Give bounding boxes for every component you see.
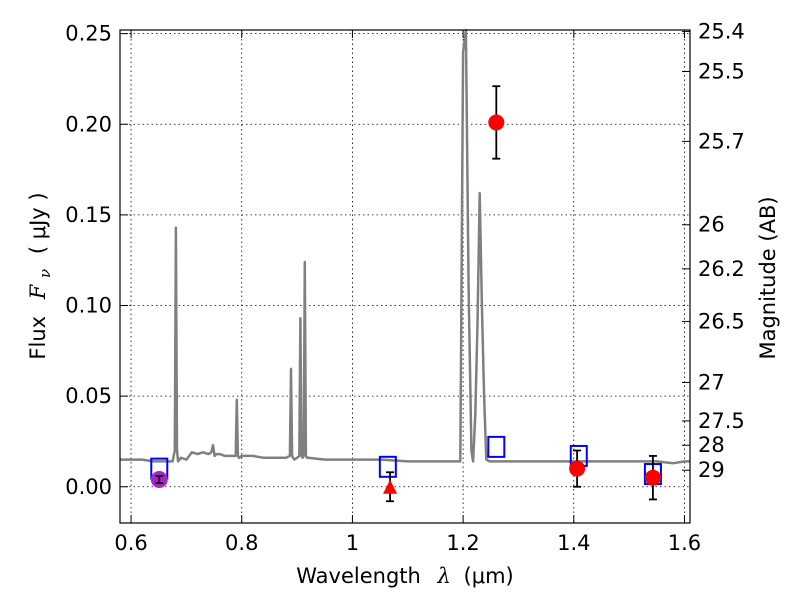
y2-tick-label: 26.5 (698, 309, 745, 333)
detection-point (488, 114, 505, 131)
x-axis-label-unit: (μm) (464, 564, 514, 588)
y2-tick-label: 25.7 (698, 129, 745, 153)
x-axis-label-symbol: λ (437, 564, 451, 588)
y2-axis-label: Magnitude (AB) (756, 196, 780, 359)
y-tick-label: 0.25 (65, 22, 112, 46)
y-axis-label-unit: ( μJy ) (26, 192, 50, 254)
y2-tick-label: 29 (698, 458, 725, 482)
plot-frame (119, 29, 691, 524)
x-axis-label: Wavelength λ (μm) (296, 564, 513, 588)
axis-ticks: 0.6 0.8 1 1.2 1.4 1.6 0.00 0.05 0.10 0.15 0.20 0.25… (65, 19, 745, 555)
y-axis-label-text: Flux (26, 316, 50, 360)
x-tick-label: 1 (346, 531, 359, 555)
y-tick-label: 0.15 (65, 203, 112, 227)
detection-point (569, 460, 586, 477)
y-tick-label: 0.10 (65, 294, 112, 318)
y2-tick-label: 26.2 (698, 257, 745, 281)
y2-tick-label: 28 (698, 433, 725, 457)
model-photometry-square (378, 455, 397, 478)
y-axis-label-subscript: ν (36, 269, 54, 278)
x-tick-label: 1.6 (668, 531, 701, 555)
y2-tick-label: 27 (698, 370, 725, 394)
model-spectrum (120, 28, 690, 465)
y2-tick-label: 27.5 (698, 409, 745, 433)
x-axis-label-text: Wavelength (296, 564, 421, 588)
y-axis-label: Flux F ν ( μJy ) (26, 192, 55, 359)
x-tick-label: 1.4 (557, 531, 590, 555)
y2-tick-label: 25.4 (698, 19, 745, 43)
y-axis-label-symbol: F (26, 283, 50, 300)
detection-point (644, 469, 661, 486)
x-tick-label: 0.6 (114, 531, 147, 555)
photometry-markers (150, 85, 662, 503)
x-tick-label: 1.2 (446, 531, 479, 555)
y-tick-label: 0.20 (65, 112, 112, 136)
upper-limit-triangle (383, 479, 398, 494)
model-photometry-square (487, 435, 506, 458)
y2-tick-label: 25.5 (698, 60, 745, 84)
x-tick-label: 0.8 (225, 531, 258, 555)
y2-tick-label: 26 (698, 213, 725, 237)
y-tick-label: 0.05 (65, 384, 112, 408)
spectrum-line (120, 28, 690, 465)
grid-lines (120, 30, 690, 523)
y-tick-label: 0.00 (65, 475, 112, 499)
